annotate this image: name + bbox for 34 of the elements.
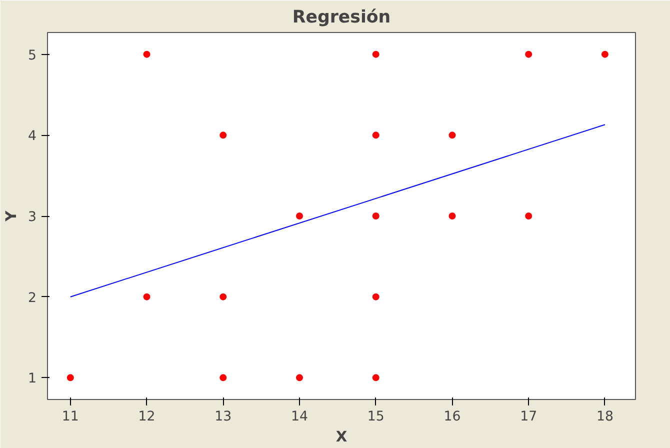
point xyxy=(372,50,380,58)
x-tick-label: 16 xyxy=(444,410,461,424)
x-tick-label: 11 xyxy=(62,410,79,424)
y-tick-label: 4 xyxy=(28,129,37,144)
point xyxy=(448,212,456,220)
x-tick-label: 17 xyxy=(520,410,538,424)
y-tick-label: 1 xyxy=(28,372,37,387)
x-tick-label: 14 xyxy=(291,410,308,424)
point xyxy=(372,374,380,382)
x-axis-title: X xyxy=(336,428,348,446)
point xyxy=(143,293,150,300)
x-tick-label: 12 xyxy=(138,410,156,424)
point xyxy=(296,212,303,220)
point xyxy=(66,374,74,382)
y-tick-label: 2 xyxy=(28,290,37,306)
y-axis-title: Y xyxy=(3,210,20,222)
point xyxy=(296,374,303,382)
point xyxy=(372,212,380,220)
point xyxy=(220,132,227,139)
point xyxy=(372,293,380,300)
point xyxy=(601,50,608,58)
y-tick-label: 5 xyxy=(28,48,37,64)
x-tick-label: 15 xyxy=(367,410,384,424)
point xyxy=(525,212,532,220)
point xyxy=(220,293,227,300)
point xyxy=(525,50,532,58)
chart-title: Regresión xyxy=(292,8,391,28)
y-tick-label: 3 xyxy=(28,210,37,225)
x-tick-label: 18 xyxy=(596,410,614,424)
point xyxy=(448,132,456,139)
x-tick-label: 13 xyxy=(214,410,232,424)
point xyxy=(143,50,150,58)
point xyxy=(220,374,227,382)
point xyxy=(372,132,380,139)
